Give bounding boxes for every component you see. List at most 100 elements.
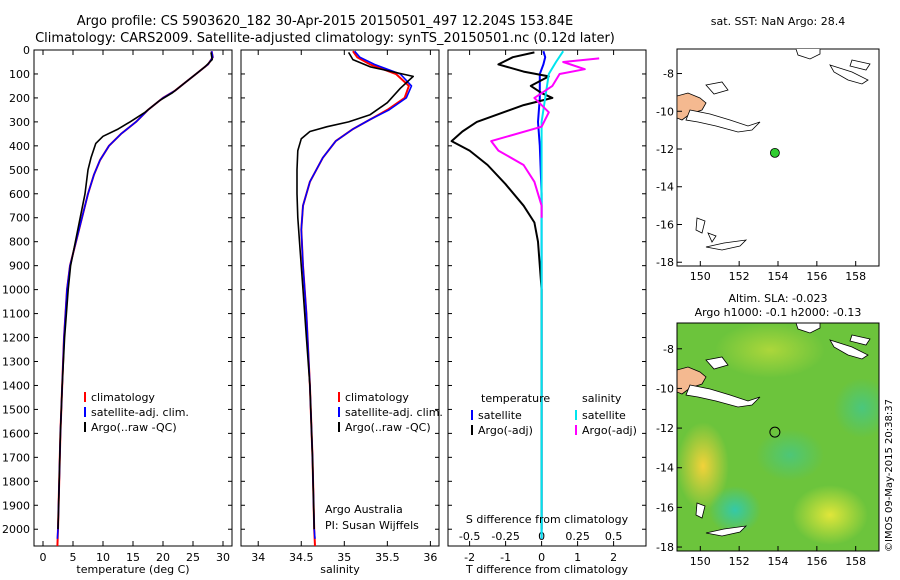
series-line-climatology	[56, 51, 214, 547]
depth-tick-label: 1600	[2, 427, 30, 440]
annotation-line-1: Argo Australia	[325, 503, 403, 516]
x-tick-label: 2	[610, 551, 617, 564]
argo-float-marker	[769, 426, 781, 438]
map-y-tick-label: -14	[656, 181, 674, 194]
island	[795, 49, 821, 60]
series-line-salinity-argo-adj	[490, 57, 600, 218]
depth-tick-label: 400	[9, 140, 30, 153]
argo-float-marker	[769, 147, 780, 158]
series-line-satellite-adj-clim	[56, 51, 214, 539]
island	[707, 232, 717, 243]
x-tick-label: 35.5	[375, 551, 400, 564]
s-difference-xlabel: S difference from climatology	[465, 513, 629, 526]
legend-label: Argo(..raw -QC)	[345, 421, 431, 434]
island	[829, 339, 869, 360]
map-x-tick-label: 150	[690, 555, 711, 568]
x-tick-label: 1	[574, 551, 581, 564]
map-y-tick-label: -16	[656, 218, 674, 231]
island	[705, 81, 729, 95]
map-x-tick-label: 158	[845, 555, 866, 568]
depth-tick-label: 900	[9, 260, 30, 273]
difference-frame	[447, 49, 647, 547]
map-y-tick-label: -12	[656, 422, 674, 435]
x-tick-label: 20	[156, 551, 170, 564]
island	[685, 109, 761, 133]
island	[705, 239, 748, 251]
map-x-tick-label: 150	[690, 270, 711, 283]
map-y-tick-label: -14	[656, 462, 674, 475]
map-x-tick-label: 152	[729, 270, 750, 283]
bottom-map	[676, 322, 880, 552]
legend-label: Argo(-adj)	[582, 424, 637, 437]
s-diff-tick-label: -0.5	[459, 530, 480, 543]
x-tick-label: 34.5	[289, 551, 314, 564]
island	[695, 502, 706, 519]
depth-tick-label: 1700	[2, 451, 30, 464]
island	[695, 217, 706, 234]
depth-tick-label: 500	[9, 164, 30, 177]
depth-tick-label: 700	[9, 212, 30, 225]
depth-tick-label: 0	[23, 44, 30, 57]
x-tick-label: 35	[337, 551, 351, 564]
series-line-satellite-adj-clim	[300, 50, 413, 539]
legend-label: satellite-adj. clim.	[91, 406, 189, 419]
bottom-map-title-1: Altim. SLA: -0.023	[728, 292, 828, 305]
depth-tick-label: 1900	[2, 499, 30, 512]
temperature-xlabel: temperature (deg C)	[76, 563, 190, 576]
x-tick-label: 25	[186, 551, 200, 564]
x-tick-label: 5	[70, 551, 77, 564]
depth-tick-label: 1500	[2, 403, 30, 416]
island	[829, 64, 869, 85]
title-line-2: Climatology: CARS2009. Satellite-adjuste…	[35, 31, 615, 46]
depth-tick-label: 800	[9, 236, 30, 249]
x-tick-label: 0	[40, 551, 47, 564]
map-y-tick-label: -8	[663, 68, 674, 81]
s-diff-tick-label: 0.25	[565, 530, 590, 543]
map-y-tick-label: -10	[656, 105, 674, 118]
legend-label: climatology	[345, 391, 409, 404]
map-x-tick-label: 154	[768, 270, 789, 283]
legend-title: salinity	[582, 392, 622, 405]
series-line-climatology	[300, 50, 410, 547]
legend-label: Argo(-adj)	[478, 424, 533, 437]
island	[685, 384, 761, 408]
island	[849, 59, 871, 71]
x-tick-label: 15	[126, 551, 140, 564]
x-tick-label: 36	[423, 551, 437, 564]
map-y-tick-label: -8	[663, 343, 674, 356]
top-map	[676, 48, 880, 267]
depth-tick-label: 600	[9, 188, 30, 201]
map-x-tick-label: 154	[768, 555, 789, 568]
map-x-tick-label: 152	[729, 555, 750, 568]
x-tick-label: 30	[216, 551, 230, 564]
depth-tick-label: 1300	[2, 355, 30, 368]
depth-tick-label: 100	[9, 68, 30, 81]
x-tick-label: 10	[96, 551, 110, 564]
depth-tick-label: 1800	[2, 475, 30, 488]
map-x-tick-label: 156	[806, 270, 827, 283]
island	[705, 525, 748, 537]
map-y-tick-label: -12	[656, 143, 674, 156]
x-tick-label: 0	[538, 551, 545, 564]
depth-tick-label: 1000	[2, 284, 30, 297]
s-diff-tick-label: 0.5	[605, 530, 623, 543]
title-line-1: Argo profile: CS 5903620_182 30-Apr-2015…	[76, 14, 574, 29]
depth-tick-label: 1400	[2, 379, 30, 392]
map-x-tick-label: 158	[845, 270, 866, 283]
land-patch	[677, 366, 707, 395]
island	[795, 323, 821, 334]
salinity-xlabel: salinity	[320, 563, 360, 576]
island	[849, 334, 871, 346]
map-y-tick-label: -16	[656, 501, 674, 514]
map-y-tick-label: -18	[656, 541, 674, 554]
series-line-argo-raw-qc	[296, 51, 415, 530]
t-difference-xlabel: T difference from climatology	[466, 563, 628, 576]
annotation-line-2: PI: Susan Wijffels	[325, 519, 419, 532]
map-y-tick-label: -10	[656, 382, 674, 395]
map-y-tick-label: -18	[656, 256, 674, 269]
legend-label: climatology	[91, 391, 155, 404]
salinity-frame	[240, 49, 440, 547]
depth-tick-label: 1200	[2, 332, 30, 345]
legend-label: satellite	[478, 409, 522, 422]
